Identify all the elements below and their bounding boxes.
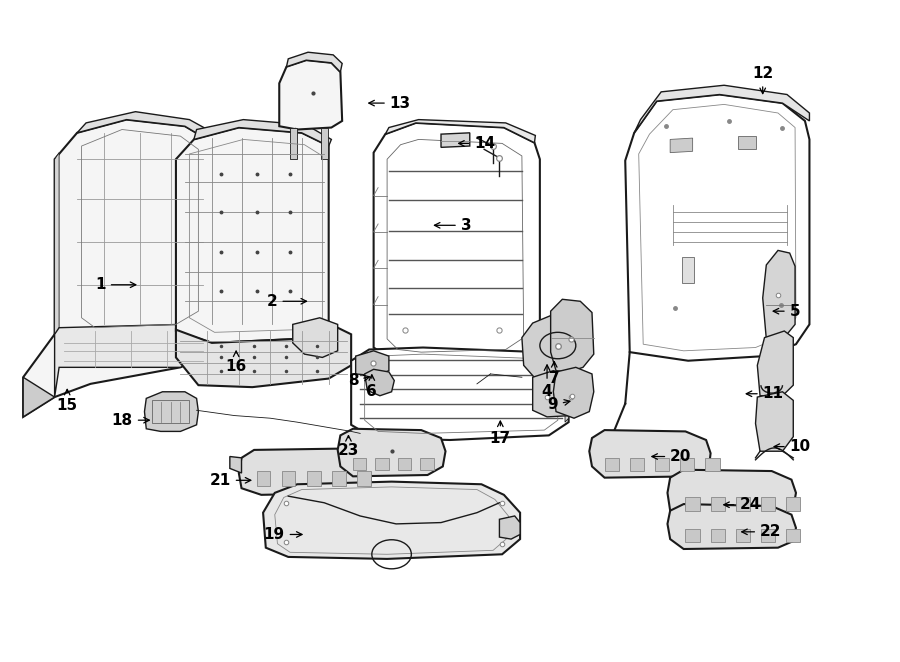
- Text: 18: 18: [112, 412, 149, 428]
- Text: 16: 16: [226, 351, 247, 374]
- Text: 24: 24: [724, 497, 760, 512]
- Polygon shape: [55, 120, 207, 344]
- Polygon shape: [145, 392, 198, 432]
- Polygon shape: [682, 257, 695, 283]
- Polygon shape: [176, 128, 328, 343]
- Polygon shape: [533, 371, 585, 417]
- Polygon shape: [420, 458, 434, 470]
- Polygon shape: [356, 351, 389, 376]
- Polygon shape: [374, 123, 540, 361]
- Polygon shape: [755, 392, 793, 451]
- Polygon shape: [711, 497, 725, 510]
- Polygon shape: [551, 299, 594, 372]
- Polygon shape: [736, 497, 750, 510]
- Polygon shape: [630, 458, 644, 471]
- Text: 13: 13: [369, 95, 411, 111]
- Text: 7: 7: [549, 361, 560, 386]
- Polygon shape: [290, 128, 297, 160]
- Polygon shape: [626, 95, 809, 361]
- Text: 15: 15: [57, 389, 77, 413]
- Text: 3: 3: [435, 218, 472, 233]
- Polygon shape: [706, 458, 720, 471]
- Polygon shape: [357, 471, 371, 487]
- Polygon shape: [760, 529, 775, 542]
- Polygon shape: [668, 504, 796, 549]
- Polygon shape: [385, 120, 536, 143]
- Polygon shape: [279, 60, 342, 130]
- Text: 20: 20: [652, 449, 691, 464]
- Polygon shape: [338, 429, 446, 477]
- Polygon shape: [554, 367, 594, 418]
- Polygon shape: [634, 85, 809, 133]
- Polygon shape: [590, 430, 711, 478]
- Text: 9: 9: [547, 397, 570, 412]
- Polygon shape: [757, 331, 793, 396]
- Polygon shape: [256, 471, 270, 487]
- Polygon shape: [286, 52, 342, 72]
- Polygon shape: [292, 318, 338, 357]
- Text: 5: 5: [773, 304, 800, 318]
- Polygon shape: [230, 457, 241, 473]
- Polygon shape: [441, 133, 470, 148]
- Polygon shape: [670, 138, 693, 153]
- Polygon shape: [176, 324, 351, 387]
- Polygon shape: [238, 449, 371, 495]
- Polygon shape: [786, 497, 800, 510]
- Polygon shape: [398, 458, 411, 470]
- Polygon shape: [23, 377, 55, 417]
- Polygon shape: [686, 529, 700, 542]
- Polygon shape: [711, 529, 725, 542]
- Polygon shape: [760, 497, 775, 510]
- Polygon shape: [263, 482, 520, 559]
- Text: 14: 14: [459, 136, 495, 151]
- Text: 10: 10: [774, 439, 811, 454]
- Polygon shape: [364, 369, 394, 396]
- Polygon shape: [282, 471, 295, 487]
- Text: 22: 22: [742, 524, 781, 540]
- Text: 19: 19: [264, 527, 302, 542]
- Polygon shape: [762, 250, 795, 339]
- Text: 21: 21: [210, 473, 251, 488]
- Polygon shape: [23, 318, 207, 417]
- Polygon shape: [565, 361, 569, 422]
- Polygon shape: [500, 516, 520, 539]
- Polygon shape: [77, 112, 207, 140]
- Polygon shape: [655, 458, 670, 471]
- Polygon shape: [320, 128, 328, 160]
- Polygon shape: [686, 497, 700, 510]
- Polygon shape: [332, 471, 346, 487]
- Polygon shape: [307, 471, 320, 487]
- Text: 6: 6: [366, 375, 377, 399]
- Polygon shape: [375, 458, 389, 470]
- Text: 17: 17: [490, 421, 511, 446]
- Text: 23: 23: [338, 436, 359, 458]
- Text: 12: 12: [752, 66, 773, 93]
- Polygon shape: [353, 458, 366, 470]
- Polygon shape: [736, 529, 750, 542]
- Polygon shape: [680, 458, 695, 471]
- Polygon shape: [786, 529, 800, 542]
- Text: 11: 11: [746, 386, 784, 401]
- Polygon shape: [194, 120, 331, 146]
- Text: 1: 1: [95, 277, 136, 292]
- Polygon shape: [522, 314, 590, 379]
- Text: 8: 8: [347, 373, 370, 388]
- Text: 4: 4: [542, 365, 553, 399]
- Polygon shape: [668, 470, 796, 517]
- Text: 2: 2: [266, 294, 307, 308]
- Polygon shape: [738, 136, 755, 150]
- Polygon shape: [55, 153, 59, 338]
- Polygon shape: [351, 348, 569, 440]
- Polygon shape: [605, 458, 619, 471]
- Polygon shape: [55, 318, 207, 397]
